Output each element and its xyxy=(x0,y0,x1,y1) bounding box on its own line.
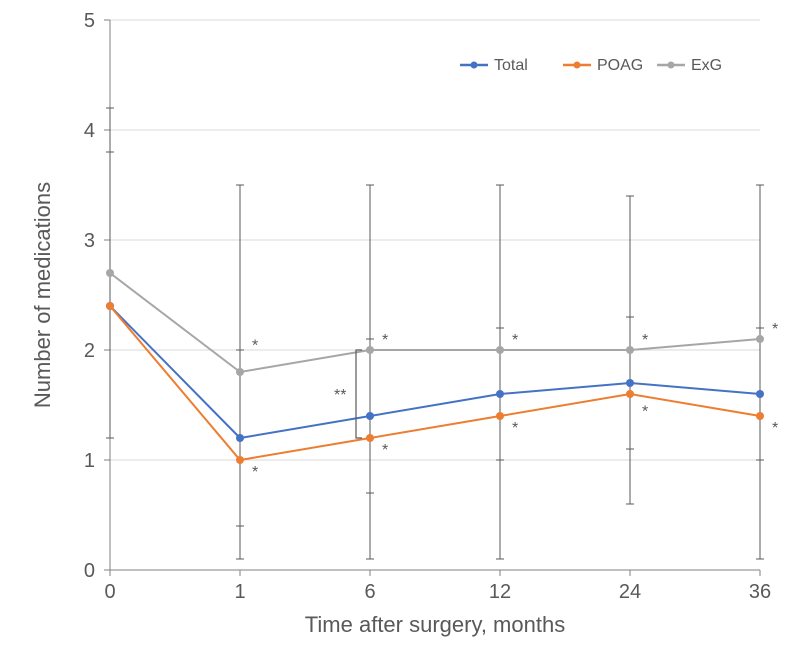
legend-label: POAG xyxy=(597,57,643,74)
x-tick-label: 0 xyxy=(104,581,115,603)
series-marker xyxy=(106,269,114,277)
series-marker xyxy=(626,346,634,354)
series-marker xyxy=(236,456,244,464)
legend-marker xyxy=(574,62,581,69)
y-tick-label: 0 xyxy=(84,560,95,582)
series-marker xyxy=(366,412,374,420)
legend-marker xyxy=(471,62,478,69)
significance-marker: * xyxy=(252,464,258,481)
y-tick-label: 5 xyxy=(84,10,95,32)
significance-marker: * xyxy=(382,332,388,349)
series-marker xyxy=(236,368,244,376)
medications-chart: 012345016122436************Time after su… xyxy=(0,0,795,671)
x-tick-label: 36 xyxy=(749,581,771,603)
y-tick-label: 2 xyxy=(84,340,95,362)
significance-marker: * xyxy=(512,420,518,437)
legend-marker xyxy=(668,62,675,69)
series-marker xyxy=(496,346,504,354)
series-marker xyxy=(496,412,504,420)
y-tick-label: 3 xyxy=(84,230,95,252)
series-marker xyxy=(106,302,114,310)
series-marker xyxy=(626,390,634,398)
legend-label: ExG xyxy=(691,57,722,74)
y-axis-label: Number of medications xyxy=(30,182,55,408)
legend-label: Total xyxy=(494,57,528,74)
x-axis-label: Time after surgery, months xyxy=(305,612,565,637)
y-tick-label: 4 xyxy=(84,120,95,142)
significance-marker: * xyxy=(772,321,778,338)
bracket-label: ** xyxy=(334,387,346,404)
x-tick-label: 6 xyxy=(364,581,375,603)
y-tick-label: 1 xyxy=(84,450,95,472)
x-tick-label: 12 xyxy=(489,581,511,603)
x-tick-label: 1 xyxy=(234,581,245,603)
series-marker xyxy=(366,346,374,354)
series-marker xyxy=(366,434,374,442)
significance-marker: * xyxy=(642,404,648,421)
x-tick-label: 24 xyxy=(619,581,641,603)
significance-marker: * xyxy=(382,442,388,459)
significance-marker: * xyxy=(252,338,258,355)
series-marker xyxy=(756,390,764,398)
significance-marker: * xyxy=(772,420,778,437)
series-marker xyxy=(236,434,244,442)
series-marker xyxy=(756,335,764,343)
series-marker xyxy=(756,412,764,420)
series-marker xyxy=(496,390,504,398)
series-marker xyxy=(626,379,634,387)
chart-container: 012345016122436************Time after su… xyxy=(0,0,795,671)
significance-marker: * xyxy=(512,332,518,349)
significance-marker: * xyxy=(642,332,648,349)
